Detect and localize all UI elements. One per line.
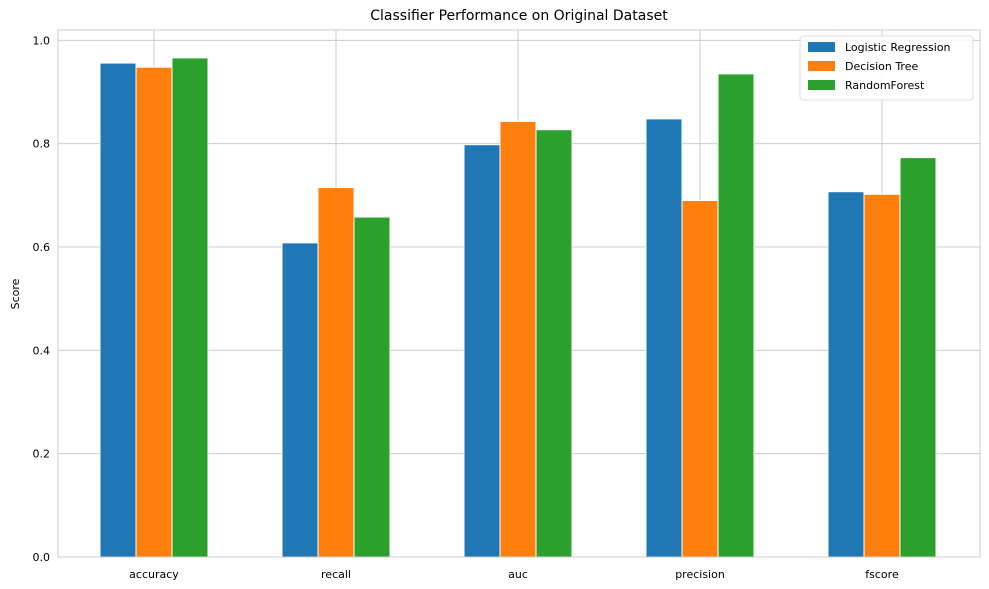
bar-accuracy-2 (171, 57, 209, 558)
bar-fscore-1 (863, 193, 901, 558)
y-tick-label: 0.4 (33, 344, 51, 357)
bar-precision-1 (681, 200, 719, 558)
bar-precision-2 (717, 73, 755, 558)
legend-swatch (808, 61, 835, 71)
bars (99, 57, 937, 558)
x-tick-label: fscore (865, 568, 899, 581)
legend-label: RandomForest (845, 79, 925, 92)
legend-swatch (808, 80, 835, 90)
y-tick-label: 0.8 (33, 138, 51, 151)
legend-label: Decision Tree (845, 60, 918, 73)
y-axis-label: Score (9, 278, 22, 309)
bar-recall-0 (281, 242, 319, 558)
bar-precision-0 (645, 118, 683, 558)
y-tick-label: 0.6 (33, 241, 51, 254)
bar-fscore-0 (827, 191, 865, 558)
bar-recall-1 (317, 187, 355, 558)
x-tick-label: auc (508, 568, 528, 581)
bar-auc-0 (463, 144, 501, 558)
y-tick-label: 0.2 (33, 448, 51, 461)
legend-swatch (808, 42, 835, 52)
legend: Logistic Regression Decision Tree RandomFo… (799, 35, 974, 101)
y-tick-labels: 0.0 0.2 0.4 0.6 0.8 1.0 (33, 34, 51, 564)
chart-title: Classifier Performance on Original Datas… (370, 8, 668, 24)
x-tick-label: precision (675, 568, 725, 581)
bar-accuracy-0 (99, 62, 137, 558)
bar-auc-2 (535, 129, 573, 558)
legend-label: Logistic Regression (845, 41, 951, 54)
y-tick-label: 1.0 (33, 34, 51, 47)
x-tick-label: accuracy (129, 568, 179, 581)
plot-frame (57, 29, 981, 558)
y-tick-label: 0.0 (33, 551, 51, 564)
x-tick-labels: accuracy recall auc precision fscore (129, 568, 899, 581)
bar-fscore-2 (899, 157, 937, 558)
bar-recall-2 (353, 216, 391, 558)
bar-accuracy-1 (135, 66, 173, 558)
bar-auc-1 (499, 120, 537, 558)
legend-box (799, 35, 974, 101)
x-tick-label: recall (321, 568, 351, 581)
